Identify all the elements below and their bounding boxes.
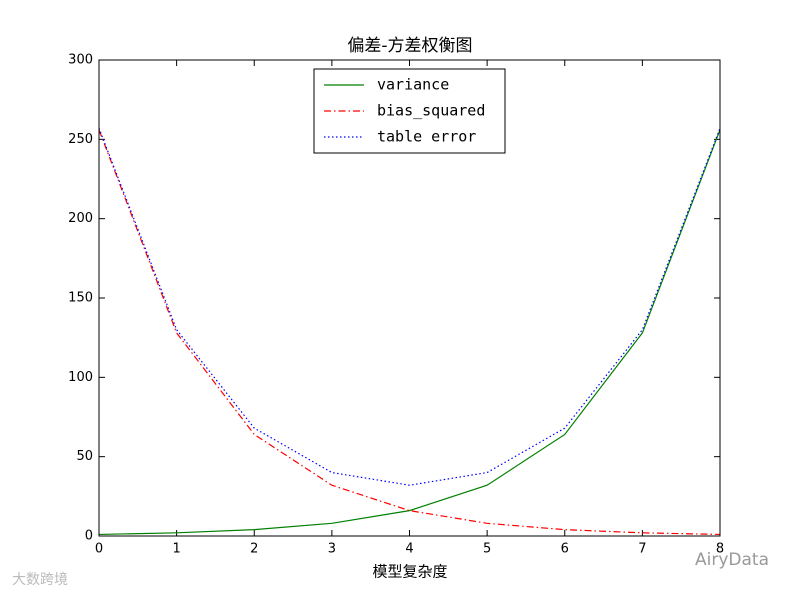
x-tick-label: 4	[405, 542, 413, 557]
x-tick-label: 3	[328, 542, 336, 557]
x-axis-label: 模型复杂度	[372, 563, 447, 581]
legend-label: bias_squared	[377, 102, 485, 120]
y-tick-label: 200	[68, 211, 93, 226]
y-tick-label: 50	[76, 449, 93, 464]
y-tick-label: 250	[68, 132, 93, 147]
x-tick-label: 0	[95, 542, 103, 557]
x-tick-label: 6	[561, 542, 569, 557]
line	[98, 129, 721, 536]
x-tick-label: 8	[716, 542, 724, 557]
x-tick-label: 2	[250, 542, 258, 557]
x-tick-label: 1	[172, 542, 180, 557]
chart-title: 偏差-方差权衡图	[347, 36, 472, 56]
plot-frame	[98, 59, 721, 537]
watermark: 大数跨境	[12, 572, 68, 588]
legend-label: variance	[377, 76, 449, 94]
x-tick-label: 7	[638, 542, 646, 557]
legend-label: table error	[377, 128, 476, 146]
watermark: AiryData	[695, 550, 769, 570]
y-tick-label: 300	[68, 53, 93, 68]
y-tick-label: 100	[68, 370, 93, 385]
y-tick-label: 0	[85, 529, 93, 544]
line	[98, 129, 721, 536]
y-tick-label: 150	[68, 291, 93, 306]
legend-box	[313, 68, 506, 154]
x-tick-label: 5	[483, 542, 491, 557]
line	[98, 128, 721, 486]
